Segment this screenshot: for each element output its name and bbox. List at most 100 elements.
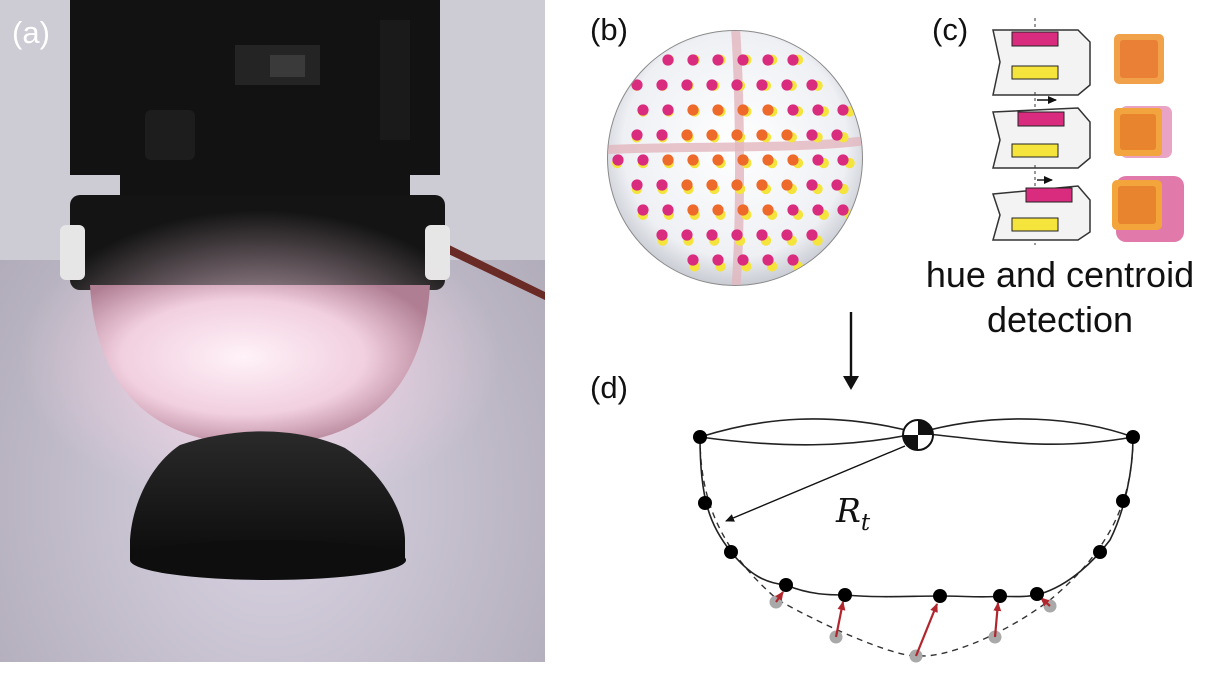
magenta-marker-dot xyxy=(712,154,724,166)
magenta-marker-dot xyxy=(687,254,699,266)
magenta-marker-dot xyxy=(787,254,799,266)
magenta-marker-dot xyxy=(662,204,674,216)
magenta-marker-dot xyxy=(612,154,624,166)
magenta-marker-dot xyxy=(756,79,768,91)
panel-d-label: (d) xyxy=(590,370,628,405)
marker-dot-grid xyxy=(611,54,855,272)
panel-a: (a) xyxy=(0,0,545,662)
magenta-marker-dot xyxy=(662,154,674,166)
radius-arrow xyxy=(725,445,906,522)
magenta-marker-dot xyxy=(837,204,849,216)
flow-arrowhead xyxy=(843,376,859,390)
magenta-marker-dot xyxy=(706,179,718,191)
magenta-marker-dot xyxy=(812,204,824,216)
magenta-marker-dot xyxy=(656,179,668,191)
magenta-marker-dot xyxy=(731,179,743,191)
magenta-marker-dot xyxy=(756,179,768,191)
magenta-marker-dot xyxy=(812,154,824,166)
magenta-marker-dot xyxy=(762,154,774,166)
deformed-shape xyxy=(699,436,1134,598)
magenta-marker-dot xyxy=(787,104,799,116)
camera-view xyxy=(608,31,862,285)
magenta-marker-dot xyxy=(712,104,724,116)
magenta-marker-dot xyxy=(706,129,718,141)
magenta-marker-dot xyxy=(812,104,824,116)
magenta-marker-dot xyxy=(787,154,799,166)
magenta-marker-dot xyxy=(737,204,749,216)
magenta-marker-dot xyxy=(631,79,643,91)
magenta-marker-dot xyxy=(737,104,749,116)
magenta-marker-dot xyxy=(831,179,843,191)
magenta-marker-dot xyxy=(687,104,699,116)
panel-d: (d) Rt xyxy=(590,370,1140,663)
magenta-marker-dot xyxy=(681,179,693,191)
magenta-marker-dot xyxy=(787,204,799,216)
magenta-marker-dot xyxy=(681,129,693,141)
magenta-marker-dot xyxy=(762,204,774,216)
detection-caption-line2: detection xyxy=(987,299,1133,340)
deformed-points xyxy=(693,430,1140,603)
magenta-marker-dot xyxy=(631,129,643,141)
panel-a-label: (a) xyxy=(12,15,50,50)
magenta-marker-dot xyxy=(687,54,699,66)
shear-diagram-rest xyxy=(992,18,1091,96)
displacement-markers xyxy=(769,591,1057,663)
magenta-marker-dot xyxy=(837,104,849,116)
magenta-marker-dot xyxy=(756,129,768,141)
panel-b-label: (b) xyxy=(590,12,628,47)
magenta-marker-dot xyxy=(762,104,774,116)
magenta-marker-dot xyxy=(806,229,818,241)
panel-c-label: (c) xyxy=(932,12,968,47)
magenta-marker-dot xyxy=(781,229,793,241)
magenta-marker-dot xyxy=(806,179,818,191)
magenta-marker-dot xyxy=(681,79,693,91)
magenta-marker-dot xyxy=(662,54,674,66)
sensor-photo xyxy=(0,0,545,662)
magenta-marker-dot xyxy=(831,129,843,141)
magenta-marker-dot xyxy=(731,229,743,241)
marker-crop-3 xyxy=(1112,176,1184,242)
shear-diagram-small xyxy=(992,92,1091,169)
magenta-marker-dot xyxy=(712,54,724,66)
magenta-marker-dot xyxy=(637,204,649,216)
magenta-marker-dot xyxy=(681,229,693,241)
detection-caption-line1: hue and centroid xyxy=(926,254,1194,295)
magenta-marker-dot xyxy=(781,79,793,91)
magenta-marker-dot xyxy=(706,79,718,91)
magenta-marker-dot xyxy=(787,54,799,66)
magenta-marker-dot xyxy=(806,129,818,141)
magenta-marker-dot xyxy=(806,79,818,91)
panel-c: (c) xyxy=(926,12,1194,340)
magenta-marker-dot xyxy=(781,129,793,141)
reference-shape xyxy=(699,436,1134,657)
magenta-marker-dot xyxy=(712,254,724,266)
magenta-marker-dot xyxy=(756,229,768,241)
magenta-marker-dot xyxy=(656,79,668,91)
magenta-marker-dot xyxy=(731,129,743,141)
magenta-marker-dot xyxy=(737,54,749,66)
magenta-marker-dot xyxy=(687,204,699,216)
magenta-marker-dot xyxy=(631,179,643,191)
panel-b: (b) xyxy=(590,12,863,286)
magenta-marker-dot xyxy=(687,154,699,166)
magenta-marker-dot xyxy=(762,54,774,66)
magenta-marker-dot xyxy=(781,179,793,191)
magenta-marker-dot xyxy=(737,154,749,166)
marker-crop-2 xyxy=(1114,106,1172,158)
radius-label: Rt xyxy=(835,491,871,536)
magenta-marker-dot xyxy=(837,154,849,166)
shear-diagram-large xyxy=(991,165,1091,245)
magenta-marker-dot xyxy=(737,254,749,266)
center-of-mass-icon xyxy=(902,419,934,451)
magenta-marker-dot xyxy=(637,104,649,116)
magenta-marker-dot xyxy=(731,79,743,91)
magenta-marker-dot xyxy=(662,104,674,116)
magenta-marker-dot xyxy=(656,229,668,241)
marker-crop-1 xyxy=(1114,34,1164,84)
magenta-marker-dot xyxy=(762,254,774,266)
magenta-marker-dot xyxy=(637,154,649,166)
magenta-marker-dot xyxy=(712,204,724,216)
magenta-marker-dot xyxy=(706,229,718,241)
magenta-marker-dot xyxy=(656,129,668,141)
